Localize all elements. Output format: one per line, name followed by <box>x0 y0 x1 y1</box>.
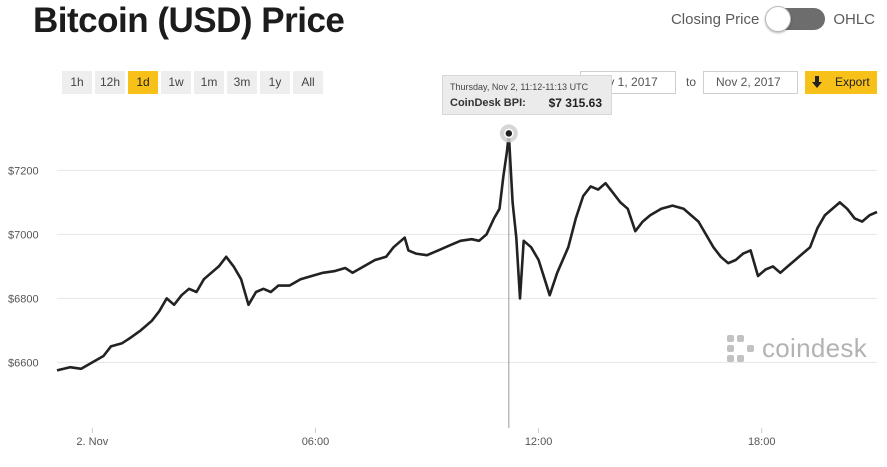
x-tick-label: 18:00 <box>748 436 776 448</box>
tooltip-time: Thursday, Nov 2, 11:12-11:13 UTC <box>450 82 589 92</box>
export-button[interactable]: Export <box>805 71 877 94</box>
range-3m[interactable]: 3m <box>227 71 257 94</box>
coindesk-watermark: coindesk <box>727 333 867 364</box>
price-mode-toggle[interactable] <box>765 6 826 32</box>
coindesk-logo-icon <box>727 334 754 362</box>
range-1h[interactable]: 1h <box>62 71 92 94</box>
chart-grid <box>57 169 877 433</box>
ohlc-label[interactable]: OHLC <box>833 10 875 28</box>
range-1w[interactable]: 1w <box>161 71 191 94</box>
date-to-input[interactable]: Nov 2, 2017 <box>703 71 798 94</box>
range-1d[interactable]: 1d <box>128 71 158 94</box>
page-title: Bitcoin (USD) Price <box>33 1 345 40</box>
price-tooltip: Thursday, Nov 2, 11:12-11:13 UTC CoinDes… <box>442 75 612 115</box>
range-selector: 1h 12h 1d 1w 1m 3m 1y All <box>62 71 323 94</box>
range-1y[interactable]: 1y <box>260 71 290 94</box>
x-tick-label: 12:00 <box>525 436 553 448</box>
x-tick-label: 06:00 <box>302 436 330 448</box>
download-arrow-icon <box>812 76 822 88</box>
chart-axis-labels: $6600 $6800 $7000 $7200 2. Nov 06:00 12:00 18:0… <box>8 165 775 448</box>
hover-point[interactable] <box>504 128 514 139</box>
toggle-knob[interactable] <box>765 6 792 32</box>
price-series-line <box>56 132 878 372</box>
export-label: Export <box>835 75 870 89</box>
to-label: to <box>686 75 697 89</box>
y-tick-label: $7000 <box>8 229 39 241</box>
y-tick-label: $7200 <box>8 165 39 177</box>
closing-price-label[interactable]: Closing Price <box>670 10 760 28</box>
tooltip-value: $7 315.63 <box>548 96 602 110</box>
price-mode-toggle-group: Closing Price OHLC <box>670 6 875 32</box>
y-tick-label: $6600 <box>8 357 39 369</box>
range-12h[interactable]: 12h <box>95 71 125 94</box>
x-tick-label: 2. Nov <box>76 436 108 448</box>
y-tick-label: $6800 <box>8 293 39 305</box>
tooltip-label: CoinDesk BPI: <box>450 97 526 109</box>
range-all[interactable]: All <box>293 71 323 94</box>
watermark-text: coindesk <box>762 333 868 363</box>
range-1m[interactable]: 1m <box>194 71 224 94</box>
